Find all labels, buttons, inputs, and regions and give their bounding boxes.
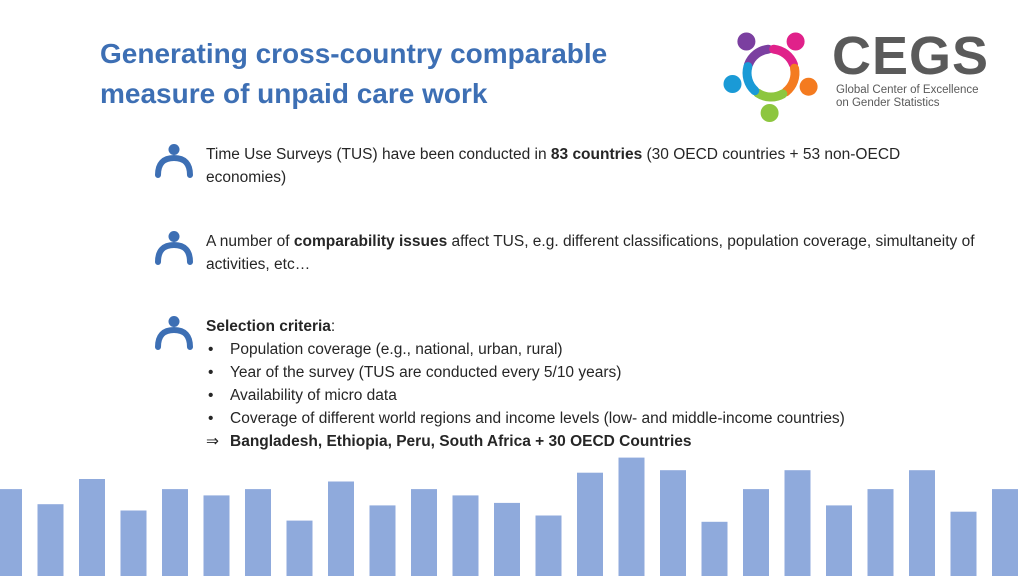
decorative-bar (452, 495, 479, 576)
decorative-bar (701, 521, 728, 576)
decorative-bar (203, 495, 230, 576)
bullet-emphasis: comparability issues (293, 233, 448, 250)
person-icon (155, 231, 193, 265)
person-icon (155, 144, 193, 178)
selection-criteria-label: Selection criteria (206, 318, 331, 335)
decorative-bar (0, 489, 22, 576)
decorative-bar (162, 489, 188, 576)
decorative-bar (79, 479, 105, 576)
decorative-bar (494, 502, 520, 576)
decorative-bar (37, 504, 64, 576)
criteria-list: Population coverage (e.g., national, urb… (206, 338, 976, 430)
bullet-text-part: Time Use Surveys (TUS) have been conduct… (206, 146, 551, 163)
bullet-emphasis: 83 countries (550, 146, 643, 163)
person-icon (155, 316, 193, 350)
decorative-bar (950, 511, 977, 576)
decorative-bar (245, 489, 271, 576)
logo-subtitle: Global Center of Excellence on Gender St… (836, 84, 979, 110)
decorative-bar (577, 472, 603, 576)
selection-criteria-heading: Selection criteria: (206, 315, 976, 338)
logo-figure (723, 62, 760, 96)
decorative-bars (0, 457, 1018, 576)
implies-arrow-icon: ⇒ (206, 433, 219, 450)
logo-subtitle-line-1: Global Center of Excellence (836, 84, 979, 96)
decorative-bar (535, 515, 562, 576)
decorative-bar (743, 489, 769, 576)
list-item: Availability of micro data (206, 384, 976, 407)
logo-wordmark: CEGS (832, 26, 990, 86)
bullet-text: Selection criteria: Population coverage … (206, 315, 976, 453)
logo-figure (737, 32, 773, 70)
bullet-text: A number of comparability issues affect … (206, 230, 976, 276)
bullet-text-part: A number of (206, 233, 294, 250)
bullet-text: Time Use Surveys (TUS) have been conduct… (206, 143, 976, 189)
decorative-bar (784, 470, 811, 576)
cegs-logo-mark-icon (723, 32, 818, 122)
decorative-bar (369, 505, 396, 576)
list-item: Population coverage (e.g., national, urb… (206, 338, 976, 361)
selection-conclusion: ⇒ Bangladesh, Ethiopia, Peru, South Afri… (206, 430, 976, 453)
decorative-bar (618, 457, 645, 576)
logo-subtitle-line-2: on Gender Statistics (836, 97, 940, 109)
slide-title-line-1: Generating cross-country comparable (100, 38, 608, 69)
decorative-bar (909, 470, 935, 576)
logo-figure (769, 32, 805, 70)
slide-title: Generating cross-country comparable meas… (100, 34, 680, 114)
logo-figure (781, 63, 818, 97)
decorative-bar (826, 505, 852, 576)
decorative-bar (328, 481, 354, 576)
decorative-bar (120, 510, 147, 576)
slide-title-line-2: measure of unpaid care work (100, 78, 488, 109)
conclusion-text: Bangladesh, Ethiopia, Peru, South Africa… (230, 433, 692, 450)
bullet-text-part: (30 OECD countries + 53 non-OECD economi… (206, 146, 901, 186)
decorative-bar (660, 470, 686, 576)
logo-figure (753, 88, 788, 122)
decorative-bar (411, 489, 437, 576)
decorative-bar (286, 520, 313, 576)
cegs-logo: CEGS Global Center of Excellence on Gend… (712, 14, 1002, 132)
bullet-text-part: affect TUS, e.g. different classificatio… (206, 233, 975, 273)
heading-colon: : (330, 318, 336, 335)
list-item: Year of the survey (TUS are conducted ev… (206, 361, 976, 384)
decorative-bar (992, 489, 1018, 576)
list-item: Coverage of different world regions and … (206, 407, 976, 430)
decorative-bar (867, 489, 894, 576)
